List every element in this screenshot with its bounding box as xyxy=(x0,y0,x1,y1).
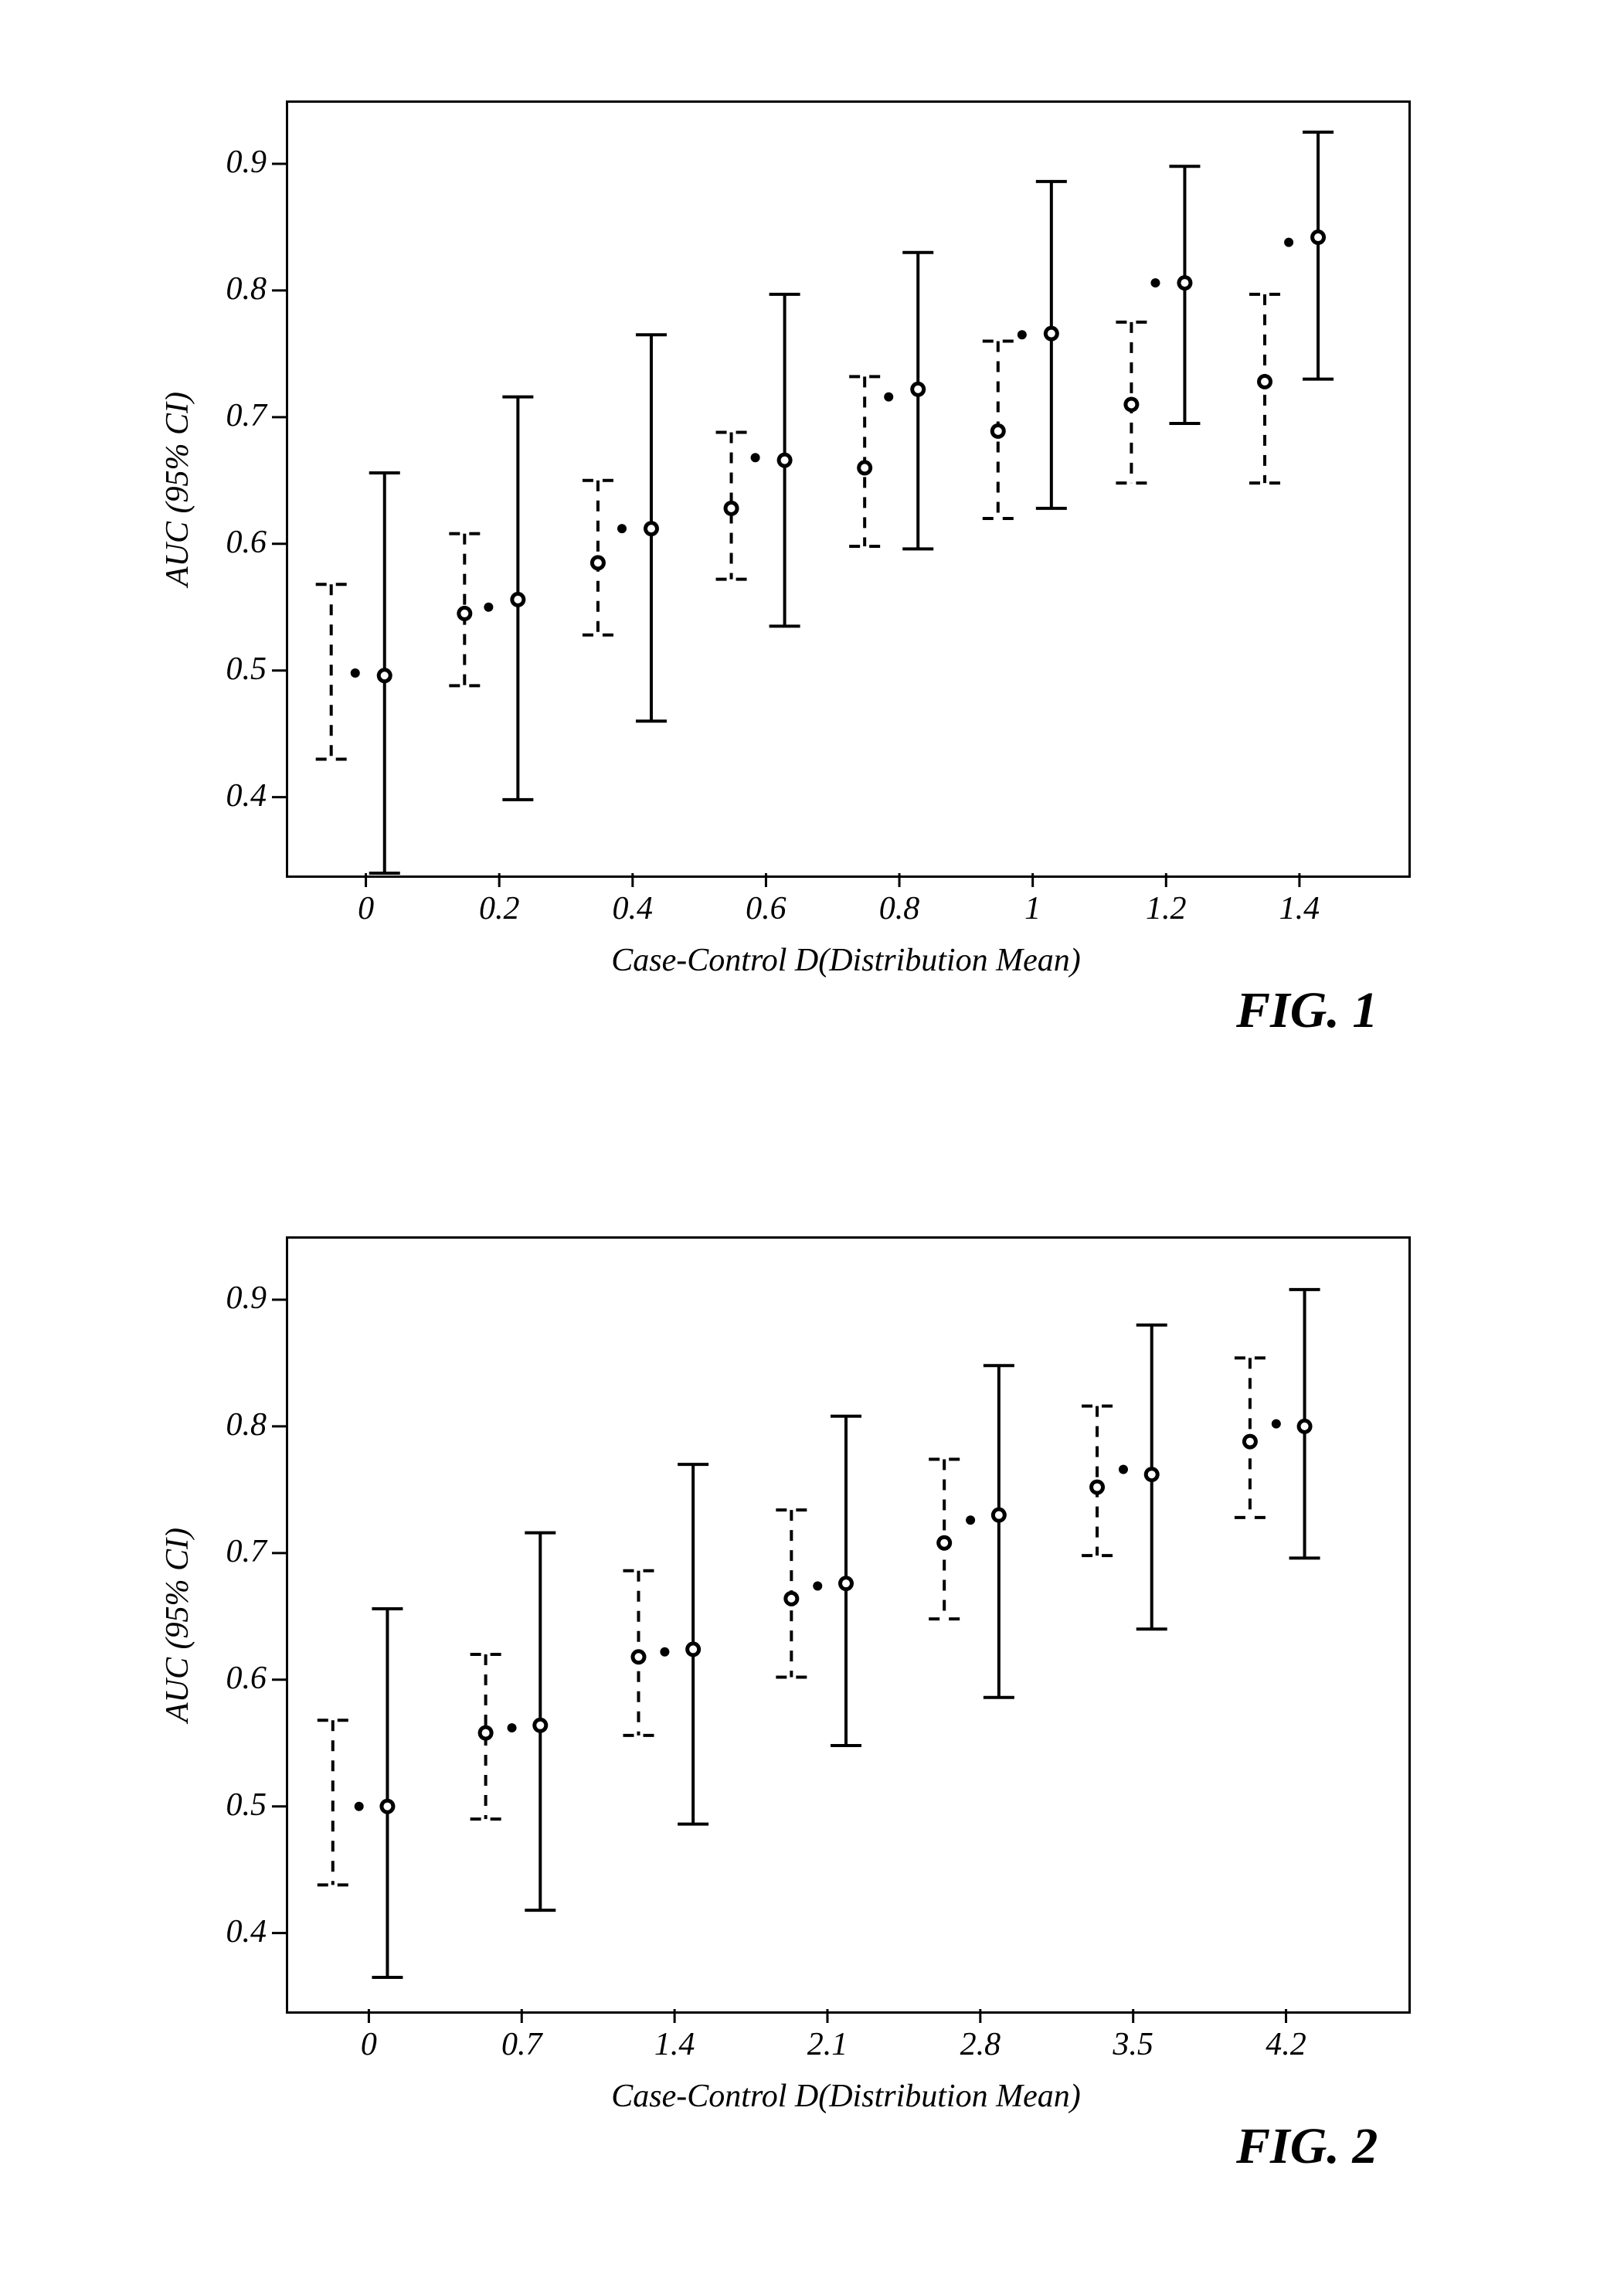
x-tick-label: 2.8 xyxy=(942,2026,1019,2063)
x-tick-label: 2.1 xyxy=(789,2026,866,2063)
x-tick-label: 4.2 xyxy=(1248,2026,1325,2063)
y-axis-label: AUC (95% CI) xyxy=(159,335,196,644)
x-tick-label: 0 xyxy=(330,2026,407,2063)
x-tick-label: 1.4 xyxy=(636,2026,713,2063)
y-tick-label: 0.9 xyxy=(201,1280,267,1317)
y-axis-label: AUC (95% CI) xyxy=(159,1470,196,1780)
x-axis-label: Case-Control D(Distribution Mean) xyxy=(498,942,1194,979)
figure-label: FIG. 1 xyxy=(1236,981,1378,1040)
y-tick-label: 0.6 xyxy=(201,524,267,561)
x-tick-label: 1.4 xyxy=(1261,890,1338,927)
y-tick-label: 0.8 xyxy=(201,1406,267,1443)
y-tick-label: 0.5 xyxy=(201,651,267,688)
y-tick-label: 0.8 xyxy=(201,270,267,308)
x-tick-label: 0.6 xyxy=(727,890,804,927)
y-tick-label: 0.7 xyxy=(201,397,267,434)
x-tick-label: 0.2 xyxy=(460,890,538,927)
x-tick-label: 0 xyxy=(328,890,405,927)
x-tick-label: 1 xyxy=(994,890,1072,927)
x-tick-label: 0.8 xyxy=(861,890,938,927)
y-tick-label: 0.6 xyxy=(201,1660,267,1697)
page: 0.4 0.5 0.6 0.7 0.8 0.9 0 0.2 0.4 0.6 0.8 1 1.2 1.4 AU… xyxy=(0,0,1624,2288)
x-tick-label: 0.7 xyxy=(483,2026,560,2063)
y-tick-label: 0.9 xyxy=(201,144,267,181)
y-tick-label: 0.4 xyxy=(201,1913,267,1950)
x-tick-label: 0.4 xyxy=(594,890,671,927)
y-tick-label: 0.4 xyxy=(201,777,267,814)
y-tick-label: 0.7 xyxy=(201,1533,267,1570)
plot-svg xyxy=(240,54,1452,920)
x-axis-label: Case-Control D(Distribution Mean) xyxy=(498,2078,1194,2115)
y-tick-label: 0.5 xyxy=(201,1787,267,1824)
x-tick-label: 1.2 xyxy=(1127,890,1204,927)
plot-svg xyxy=(240,1190,1452,2055)
figure-label: FIG. 2 xyxy=(1236,2117,1378,2176)
x-tick-label: 3.5 xyxy=(1095,2026,1172,2063)
